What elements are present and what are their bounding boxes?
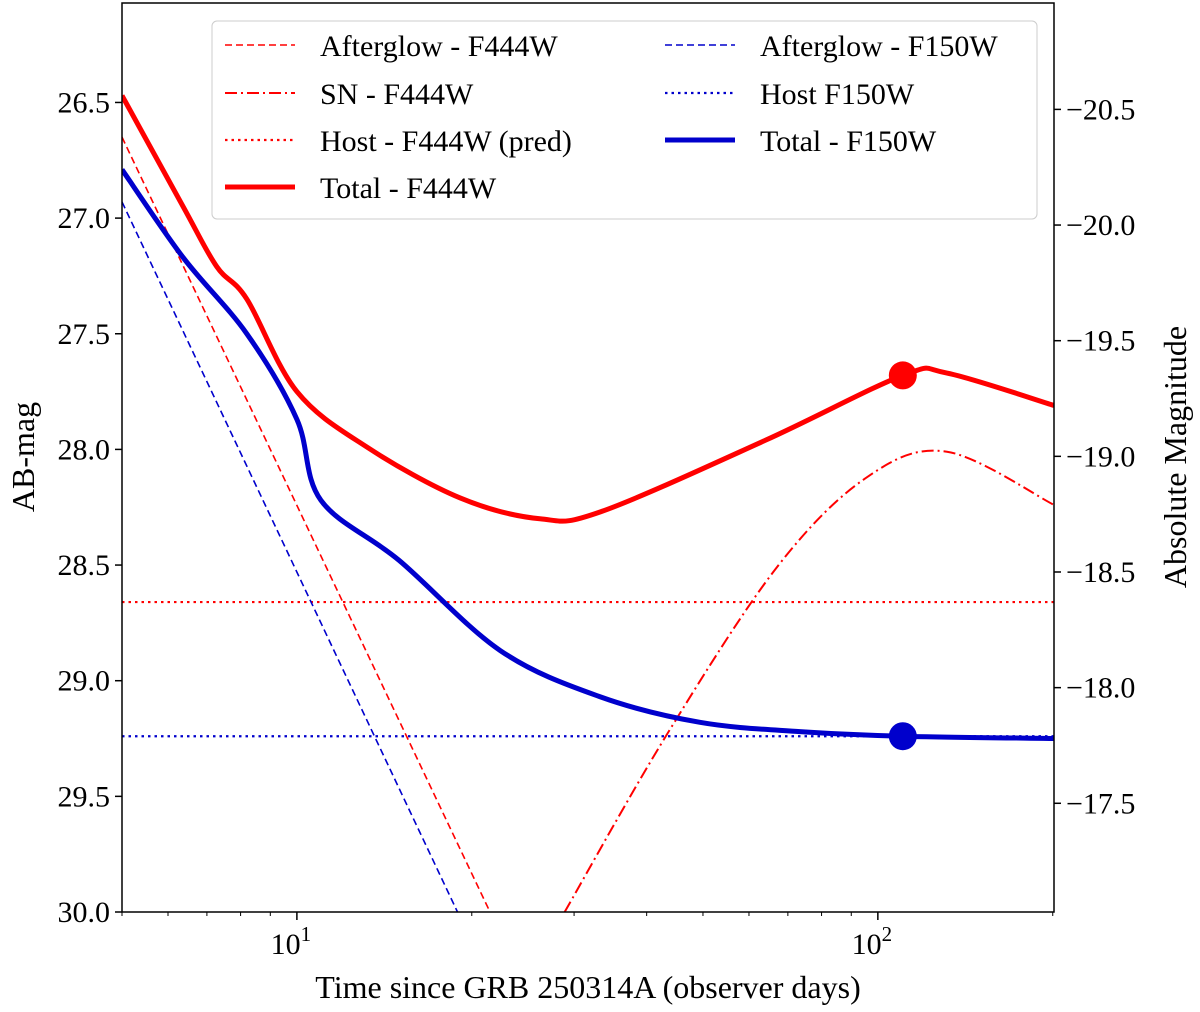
legend-entry: Total - F444W [320,172,497,205]
y-tick-label: 28.0 [58,433,111,466]
y-tick-label: 29.0 [58,665,111,698]
legend-box [211,20,1038,220]
series-line-afterglow-f150w [122,201,459,912]
legend-entry: Host - F444W (pred) [320,125,572,158]
y-right-tick-label: −20.5 [1066,93,1135,126]
x-axis-label: Time since GRB 250314A (observer days) [315,969,860,1005]
legend-entry: Afterglow - F150W [760,30,998,63]
y-tick-label: 30.0 [58,896,111,929]
data-point-marker [888,722,917,751]
x-tick-label: 102 [852,922,893,961]
y-tick-label: 26.5 [58,86,111,119]
y-axis-label-right: Absolute Magnitude [1157,326,1193,588]
legend-entry: Host F150W [760,78,915,111]
plot-frame [121,2,1055,913]
series-line-total-f150w [122,168,1054,742]
y-right-tick-label: −18.0 [1066,672,1135,705]
y-right-tick-label: −19.5 [1066,325,1135,358]
series-line-sn-f444w [563,449,1054,912]
legend-entry: SN - F444W [320,78,474,111]
x-tick-label: 101 [271,922,312,961]
y-right-tick-label: −17.5 [1066,787,1135,820]
tick-layer: 26.5 27.0 27.5 28.0 28.5 29.0 29.5 30.0 −20.5 −20… [58,86,1136,961]
data-point-marker [888,361,917,390]
y-axis-label-left: AB-mag [5,402,41,512]
y-tick-label: 28.5 [58,549,111,582]
legend-entry: Total - F150W [760,125,937,158]
y-right-tick-label: −18.5 [1066,556,1135,589]
y-tick-label: 27.0 [58,202,111,235]
y-tick-label: 27.5 [58,318,111,351]
marker-layer [888,361,917,751]
y-tick-label: 29.5 [58,780,111,813]
y-right-tick-label: −20.0 [1066,209,1135,242]
legend: Afterglow - F444W SN - F444W Host - F444W … [211,20,1038,220]
y-right-tick-label: −19.0 [1066,440,1135,473]
legend-entry: Afterglow - F444W [320,30,558,63]
